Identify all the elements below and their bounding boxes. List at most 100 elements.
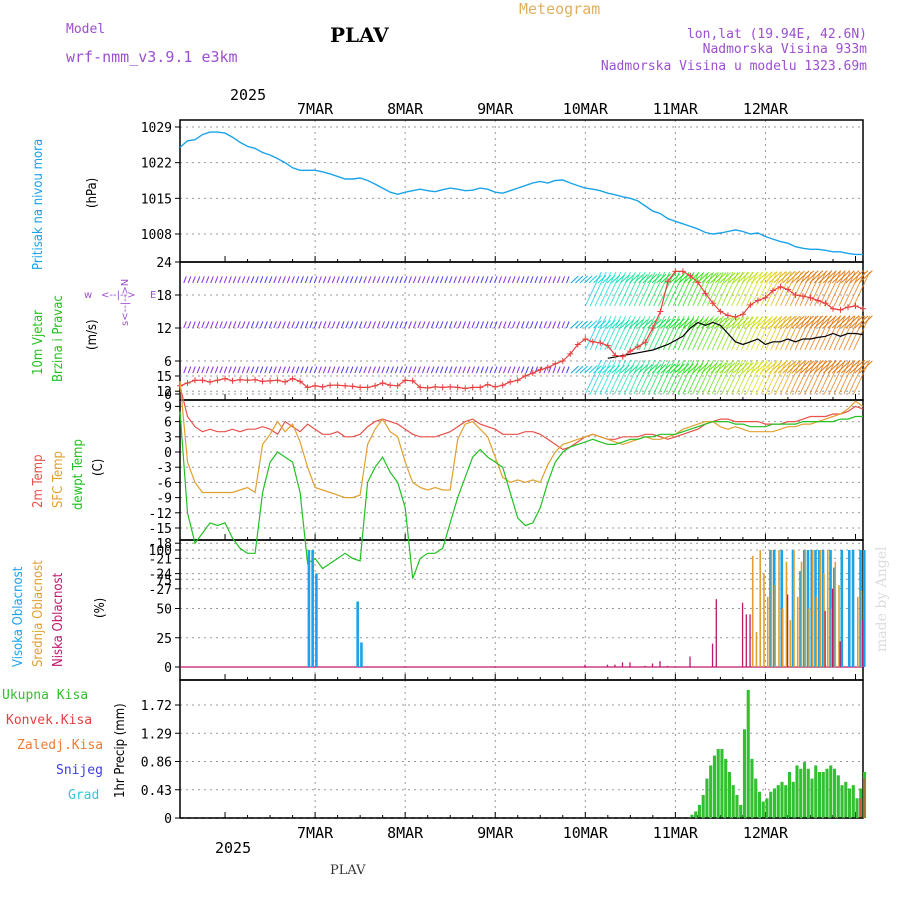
cloud-bar — [830, 608, 833, 667]
wind-barb — [300, 321, 304, 329]
wind-barb — [854, 315, 869, 329]
precip-bar — [840, 785, 844, 818]
wind-barb — [241, 366, 246, 374]
wind-barb — [831, 360, 846, 374]
precip-bar — [709, 765, 713, 818]
wind-barb — [219, 276, 223, 284]
wind-barb — [313, 321, 318, 329]
precip-bar — [791, 781, 795, 818]
cloud-bar — [780, 550, 784, 667]
wind-streak — [653, 271, 671, 307]
wind-streak — [726, 359, 744, 395]
cloud-bar — [811, 550, 814, 667]
wind-barb — [237, 276, 241, 284]
wind-speed-marker — [769, 287, 776, 294]
wind-streak — [628, 271, 646, 307]
wind-speed-marker — [724, 312, 731, 319]
wind-speed-marker — [499, 382, 506, 389]
precip-bar — [810, 778, 814, 818]
wind-speed-marker — [237, 376, 244, 383]
precip-bar — [851, 785, 855, 818]
wind-barb — [444, 321, 448, 329]
wind-speed-marker — [717, 308, 724, 315]
y-tick-label: 9 — [164, 400, 172, 415]
y-tick-label: -3 — [156, 461, 172, 476]
panel-frame — [179, 119, 864, 263]
wind-barb — [579, 275, 588, 284]
precip-bar — [829, 765, 833, 818]
wind-speed-marker — [657, 308, 664, 315]
precip-bar — [855, 798, 859, 818]
wind-barb — [277, 366, 282, 374]
wind-barb — [737, 317, 750, 329]
wind-streak — [838, 271, 856, 307]
wind-barb — [318, 321, 322, 329]
bottom-day-label: 10MAR — [563, 824, 609, 842]
cloud-bar — [815, 596, 818, 667]
wind-streak — [770, 359, 788, 395]
wind-barb — [714, 317, 727, 329]
wind-barb — [354, 366, 358, 374]
wind-streak — [604, 271, 622, 307]
wind-barb — [777, 316, 791, 329]
wind-streak — [799, 359, 817, 395]
wind-barb — [530, 276, 534, 284]
wind-streak — [755, 359, 773, 395]
wind-barb — [210, 276, 214, 284]
wind-barb — [210, 366, 214, 374]
wind-barb — [255, 366, 259, 374]
wind-barb — [421, 321, 426, 329]
wind-barb — [705, 272, 718, 284]
wind-barb — [196, 321, 201, 329]
wind-streak — [853, 315, 871, 351]
wind-barb — [831, 270, 846, 284]
temp-legend: 2m Temp SFC Temp dewpt Temp (C) — [31, 439, 106, 510]
pressure-title: Pritisak na nivou mora — [31, 139, 46, 270]
wind-barb — [516, 321, 520, 329]
wind-speed-marker — [432, 383, 439, 390]
wind-barb — [313, 276, 318, 284]
wind-streak — [648, 359, 666, 395]
wind-barb — [800, 270, 814, 284]
wind-speed-marker — [702, 290, 709, 297]
cloud-bar — [839, 641, 841, 667]
wind-speed-marker — [454, 384, 461, 391]
wind-barb — [246, 276, 250, 284]
wind-barb — [674, 318, 685, 329]
y-tick-label: 1.29 — [141, 727, 172, 742]
wind-barb — [552, 276, 557, 284]
wind-barb — [804, 315, 819, 329]
y-tick-label: 0.43 — [141, 784, 172, 799]
cloud-bar — [781, 608, 784, 667]
wind-streak — [584, 359, 602, 395]
wind-speed-marker — [860, 305, 866, 312]
cloud-bar — [751, 555, 754, 667]
wind-speed-marker — [192, 377, 199, 384]
precip-conv-label: Konvek.Kisa — [6, 713, 92, 728]
wind-barb — [512, 321, 516, 329]
wind-streak — [823, 359, 841, 395]
wind-speed-marker — [244, 377, 251, 384]
wind-barb — [498, 366, 502, 374]
wind-barb — [494, 276, 498, 284]
wind-barb — [205, 366, 210, 374]
cloud-bar — [759, 550, 762, 667]
wind-speed-marker — [829, 305, 836, 312]
wind-streak — [716, 271, 734, 307]
wind-speed-marker — [537, 366, 544, 373]
wind-barb — [192, 321, 196, 329]
wind-barb — [521, 321, 525, 329]
wind-barb — [403, 366, 408, 374]
wind-barb — [205, 276, 210, 284]
wind-barb — [732, 317, 745, 329]
wind-speed-marker — [694, 279, 701, 286]
wind-streak — [706, 315, 724, 351]
wind-barb — [241, 276, 246, 284]
wind-streak — [770, 315, 788, 351]
wind-streak — [619, 271, 636, 307]
y-tick-label: -18 — [149, 537, 172, 552]
wind-speed-marker — [424, 384, 431, 391]
wind-barb — [836, 360, 851, 374]
